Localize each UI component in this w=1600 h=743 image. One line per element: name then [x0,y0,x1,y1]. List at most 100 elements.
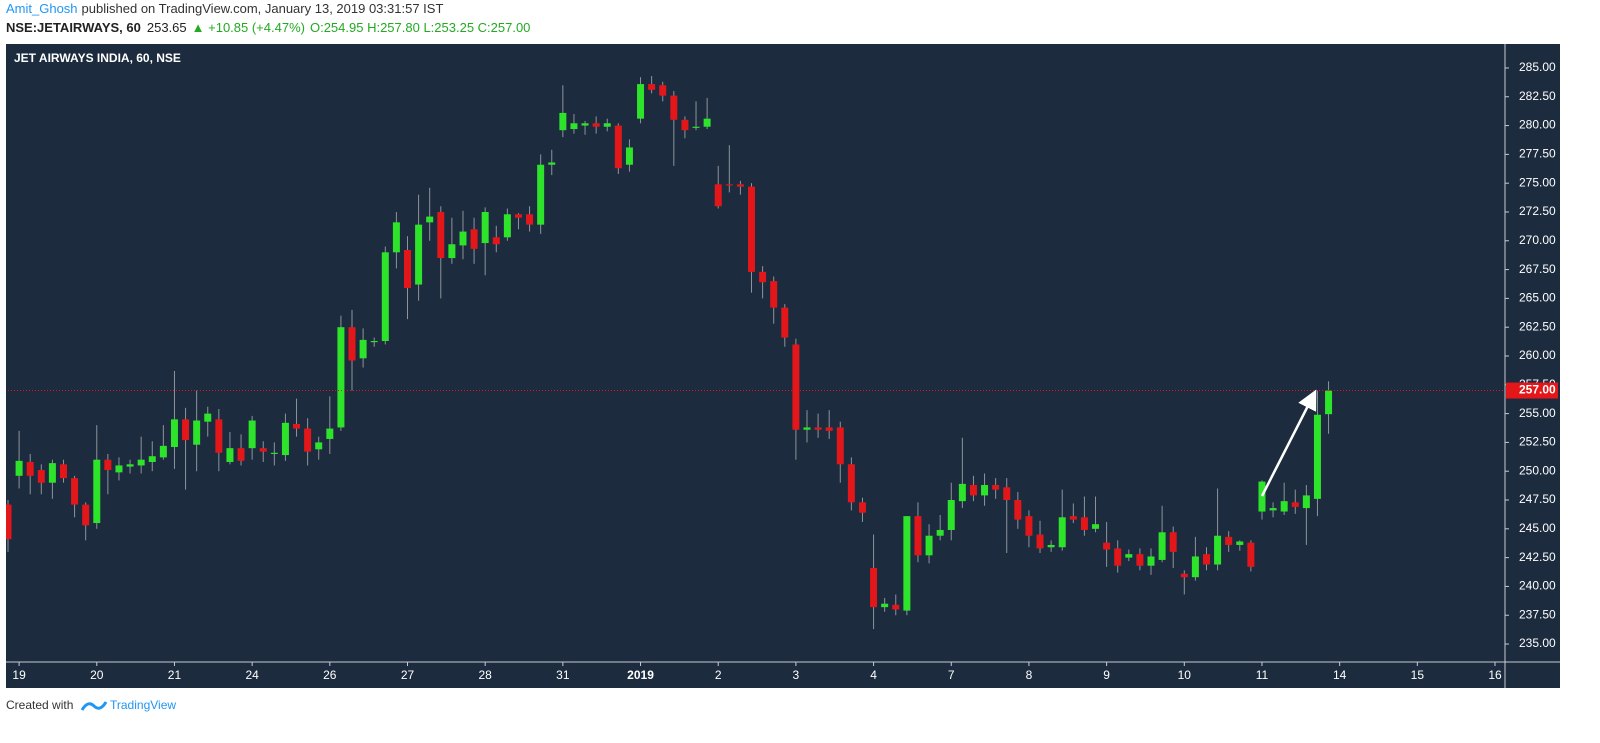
candle-body [159,445,167,458]
ohlc: O:254.95 H:257.80 L:253.25 C:257.00 [310,20,530,35]
candle-body [614,125,622,169]
y-tick-label: 237.50 [1519,607,1556,621]
candle-body [93,459,101,524]
x-tick-label: 16 [1488,668,1502,682]
candle-body [270,452,278,454]
arrow-annotation [1260,389,1317,497]
y-tick-label: 272.50 [1519,204,1556,218]
candle-body [1036,534,1044,549]
candle-body [415,224,423,285]
y-tick-label: 245.00 [1519,521,1556,535]
footer-created: Created with [6,698,73,712]
candle-body [1180,573,1188,578]
candle-body [326,428,334,439]
candle-body [1191,556,1199,578]
candle-body [603,123,611,127]
y-tick-label: 247.50 [1519,492,1556,506]
candle-body [392,222,400,253]
candle-body [714,184,722,207]
candle-body [470,229,478,249]
symbol-line: NSE:JETAIRWAYS, 60 253.65 ▲ +10.85 (+4.47%… [6,20,530,35]
candle-body [403,250,411,289]
candle-body [1158,532,1166,560]
candle-body [293,423,301,429]
candle-body [847,464,855,503]
candle-body [1058,517,1066,548]
x-tick-label: 20 [90,668,104,682]
x-tick-label: 10 [1178,668,1192,682]
candle-body [825,427,833,431]
y-tick-label: 280.00 [1519,118,1556,132]
candle-body [1080,517,1088,530]
y-tick-label: 235.00 [1519,636,1556,650]
candle-body [969,485,977,496]
candle-body [736,184,744,187]
candle-body [759,271,767,283]
x-tick-label: 11 [1256,668,1269,682]
y-tick-label: 285.00 [1519,60,1556,74]
candle-body [925,535,933,556]
candle-body [803,427,811,430]
candle-body [259,448,267,452]
candle-body [281,422,289,456]
footer-brand[interactable]: TradingView [110,698,176,712]
candle-body [703,118,711,127]
candle-body [592,123,600,127]
candle-body [59,464,67,479]
candle-body [71,478,79,505]
candle-body [348,327,356,361]
candle-body [1047,544,1055,548]
candle-body [1147,556,1155,566]
candle-body [1014,500,1022,520]
y-tick-label: 267.50 [1519,262,1556,276]
candle-body [6,504,12,540]
candle-body [1025,516,1033,536]
x-tick-label: 4 [870,668,877,682]
last-price: 253.65 [147,20,187,35]
candle-body [870,567,878,608]
candle-body [958,483,966,502]
x-tick-label: 19 [12,668,26,682]
x-tick-label: 9 [1103,668,1110,682]
y-tick-label: 260.00 [1519,348,1556,362]
candle-body [781,307,789,338]
candle-body [1092,524,1100,529]
candle-body [1214,535,1222,565]
y-tick-label: 252.50 [1519,435,1556,449]
brand-logo [80,701,108,711]
candle-body [992,485,1000,490]
candle-body [1225,536,1233,545]
candle-body [248,420,256,449]
candle-body [126,464,134,467]
candle-body [914,516,922,556]
candle-body [858,502,866,513]
x-tick-label: 27 [401,668,415,682]
candle-body [37,470,45,483]
y-tick-label: 277.50 [1519,147,1556,161]
candle-body [748,186,756,272]
x-tick-label: 15 [1411,668,1425,682]
candle-body [1169,532,1177,552]
x-tick-label: 24 [245,668,259,682]
candle-body [82,504,90,526]
candle-body [426,216,434,223]
x-tick-label: 21 [168,668,182,682]
candle-body [215,419,223,453]
author[interactable]: Amit_Ghosh [6,1,78,16]
candle-body [659,85,667,96]
candle-body [370,341,378,343]
candle-body [115,465,123,473]
candle-body [503,214,511,238]
candle-body [1103,542,1111,550]
y-tick-label: 242.50 [1519,550,1556,564]
candle-body [903,516,911,611]
candle-body [625,147,633,165]
candle-body [481,211,489,244]
candle-body [315,442,323,450]
x-tick-label: 2019 [627,668,654,682]
candle-body [770,281,778,308]
chart-background [6,44,1560,688]
candle-body [1247,542,1255,567]
